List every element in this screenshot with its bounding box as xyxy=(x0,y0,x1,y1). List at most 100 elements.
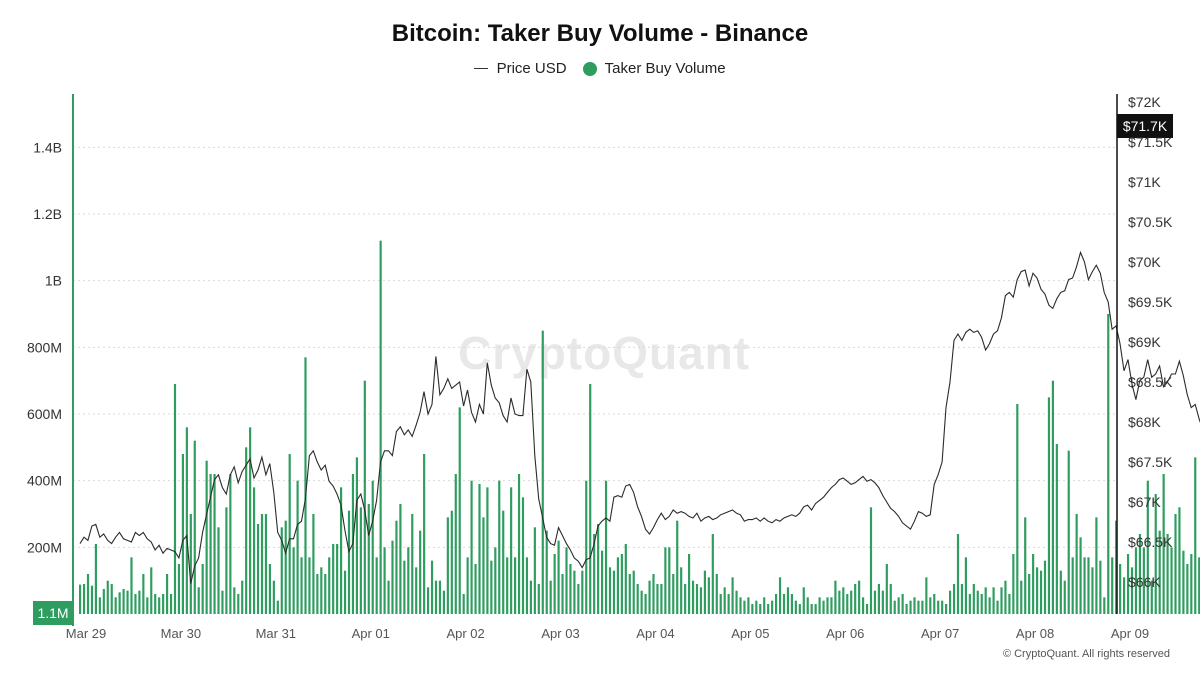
volume-bar xyxy=(960,584,964,614)
volume-bar xyxy=(423,454,426,614)
volume-bar xyxy=(158,597,161,614)
y-right-tick-label: $70K xyxy=(1128,254,1161,270)
volume-bar xyxy=(1032,554,1035,614)
volume-bar xyxy=(154,594,157,614)
volume-bar xyxy=(782,594,786,614)
volume-bar xyxy=(260,514,264,614)
volume-bar xyxy=(308,557,311,614)
volume-bar xyxy=(684,584,687,614)
volume-bar xyxy=(719,594,722,614)
volume-bar xyxy=(814,604,817,614)
volume-bar xyxy=(517,474,521,614)
volume-bar xyxy=(1130,567,1134,614)
y-left-tick-label: 800M xyxy=(27,339,62,355)
volume-bar xyxy=(549,580,552,614)
y-left-tick-label: 1.4B xyxy=(33,139,62,155)
volume-bar xyxy=(937,600,940,614)
volume-bar xyxy=(454,474,457,614)
y-right-tick-label: $67.5K xyxy=(1128,454,1173,470)
volume-bar xyxy=(648,580,651,614)
volume-bar xyxy=(288,454,291,614)
legend-item-price[interactable]: Price USD xyxy=(474,60,567,77)
volume-bar xyxy=(917,600,920,614)
volume-bar xyxy=(996,600,999,614)
volume-bar xyxy=(514,557,517,614)
volume-bar xyxy=(668,547,671,614)
volume-bar xyxy=(1107,314,1110,614)
volume-bar xyxy=(1091,567,1094,614)
volume-bar xyxy=(850,590,853,614)
volume-bar xyxy=(387,580,390,614)
volume-bar xyxy=(545,530,548,614)
volume-bar xyxy=(320,567,323,614)
x-tick-label: Apr 02 xyxy=(446,626,484,641)
volume-bar xyxy=(1008,594,1011,614)
volume-bar xyxy=(854,584,857,614)
volume-bar xyxy=(1099,560,1102,614)
volume-bar xyxy=(122,589,125,614)
volume-bar xyxy=(771,600,774,614)
volume-bar xyxy=(407,547,410,614)
volume-bar xyxy=(573,570,576,614)
volume-bar xyxy=(775,594,778,614)
volume-bar xyxy=(1198,557,1200,614)
volume-bar xyxy=(490,560,493,614)
volume-bar xyxy=(945,604,948,614)
volume-bar xyxy=(763,597,766,614)
volume-bar xyxy=(553,554,556,614)
y-left-tick-label: 1B xyxy=(45,273,62,289)
volume-bar xyxy=(1146,480,1149,614)
x-tick-label: Apr 05 xyxy=(731,626,769,641)
volume-bar xyxy=(189,514,192,614)
y-left-tick-label: 600M xyxy=(27,406,62,422)
volume-bar xyxy=(181,454,184,614)
volume-bar xyxy=(1039,570,1043,614)
volume-bar xyxy=(225,507,228,614)
chart-title: Bitcoin: Taker Buy Volume - Binance xyxy=(391,20,809,47)
volume-bar xyxy=(430,560,434,614)
volume-bar xyxy=(601,550,604,614)
volume-bar xyxy=(1166,534,1169,614)
volume-bar xyxy=(324,574,327,614)
volume-bar xyxy=(1095,517,1098,614)
volume-bar xyxy=(976,590,979,614)
legend-item-volume[interactable]: Taker Buy Volume xyxy=(582,59,726,77)
legend-volume-label: Taker Buy Volume xyxy=(604,59,726,77)
y-right-tick-label: $68.5K xyxy=(1128,374,1173,390)
volume-bar xyxy=(1075,514,1078,614)
volume-bar xyxy=(1150,580,1153,614)
volume-bar xyxy=(1079,537,1082,614)
volume-bar xyxy=(1154,494,1157,614)
volume-bar xyxy=(126,590,129,614)
volume-bar xyxy=(941,600,944,614)
volume-bars xyxy=(79,240,1200,614)
volume-bar xyxy=(731,577,734,614)
volume-bar xyxy=(561,574,564,614)
volume-bar xyxy=(1000,587,1003,614)
volume-bar xyxy=(506,557,509,614)
volume-bar xyxy=(695,584,699,614)
volume-bar xyxy=(371,480,374,614)
volume-bar xyxy=(822,600,825,614)
volume-bar xyxy=(268,564,271,614)
volume-bar xyxy=(134,594,137,614)
y-left-tick-label: 1.2B xyxy=(33,206,62,222)
x-tick-label: Apr 01 xyxy=(352,626,390,641)
x-tick-label: Apr 07 xyxy=(921,626,959,641)
volume-bar xyxy=(470,480,473,614)
volume-bar xyxy=(589,384,592,614)
volume-bar xyxy=(209,474,212,614)
volume-bar xyxy=(1004,580,1007,614)
x-tick-label: Apr 09 xyxy=(1111,626,1149,641)
volume-bar xyxy=(280,527,283,614)
volume-bar xyxy=(992,587,995,614)
volume-bar xyxy=(636,584,639,614)
volume-bar xyxy=(727,594,730,614)
volume-bar xyxy=(905,604,908,614)
volume-bar xyxy=(1162,474,1165,614)
volume-bar xyxy=(1174,514,1177,614)
volume-bar xyxy=(312,514,315,614)
y-left-min-label: 1.1M xyxy=(37,605,68,621)
volume-bar xyxy=(494,547,497,614)
volume-bar xyxy=(699,587,703,614)
